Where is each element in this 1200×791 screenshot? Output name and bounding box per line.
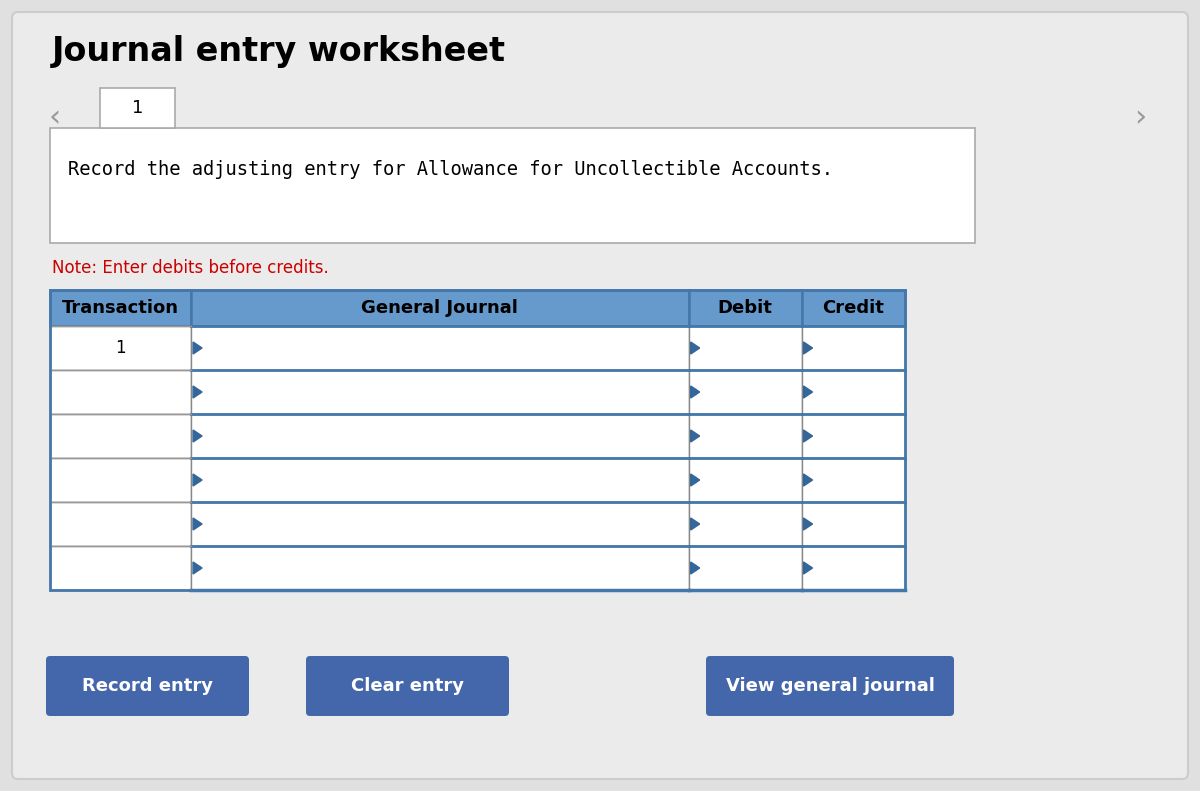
Text: ›: › <box>1134 104 1146 133</box>
Polygon shape <box>193 386 202 398</box>
FancyBboxPatch shape <box>191 546 689 590</box>
FancyBboxPatch shape <box>191 502 689 546</box>
FancyBboxPatch shape <box>689 414 802 458</box>
Text: Clear entry: Clear entry <box>352 677 464 695</box>
FancyBboxPatch shape <box>689 546 802 590</box>
FancyBboxPatch shape <box>50 290 191 326</box>
Polygon shape <box>193 430 202 442</box>
Polygon shape <box>691 562 700 574</box>
FancyBboxPatch shape <box>50 414 191 458</box>
Text: Note: Enter debits before credits.: Note: Enter debits before credits. <box>52 259 329 277</box>
Polygon shape <box>193 342 202 354</box>
FancyBboxPatch shape <box>802 370 905 414</box>
FancyBboxPatch shape <box>689 290 802 326</box>
FancyBboxPatch shape <box>50 502 191 546</box>
FancyBboxPatch shape <box>689 326 802 370</box>
FancyBboxPatch shape <box>802 326 905 370</box>
FancyBboxPatch shape <box>802 546 905 590</box>
FancyBboxPatch shape <box>689 458 802 502</box>
Polygon shape <box>193 474 202 486</box>
Polygon shape <box>804 386 812 398</box>
FancyBboxPatch shape <box>802 290 905 326</box>
FancyBboxPatch shape <box>191 414 689 458</box>
Polygon shape <box>193 562 202 574</box>
FancyBboxPatch shape <box>50 128 974 243</box>
FancyBboxPatch shape <box>802 458 905 502</box>
Text: 1: 1 <box>115 339 126 357</box>
FancyBboxPatch shape <box>689 370 802 414</box>
Polygon shape <box>804 518 812 530</box>
FancyBboxPatch shape <box>191 326 689 370</box>
FancyBboxPatch shape <box>191 290 689 326</box>
FancyBboxPatch shape <box>100 88 175 128</box>
FancyBboxPatch shape <box>191 458 689 502</box>
Text: Transaction: Transaction <box>62 299 179 317</box>
Text: ‹: ‹ <box>49 104 61 133</box>
FancyBboxPatch shape <box>50 326 191 370</box>
Polygon shape <box>804 474 812 486</box>
Polygon shape <box>691 474 700 486</box>
FancyBboxPatch shape <box>689 502 802 546</box>
Polygon shape <box>804 562 812 574</box>
Polygon shape <box>691 518 700 530</box>
Polygon shape <box>691 430 700 442</box>
FancyBboxPatch shape <box>802 502 905 546</box>
FancyBboxPatch shape <box>706 656 954 716</box>
FancyBboxPatch shape <box>802 414 905 458</box>
Polygon shape <box>691 386 700 398</box>
FancyBboxPatch shape <box>50 546 191 590</box>
Text: Record entry: Record entry <box>82 677 214 695</box>
FancyBboxPatch shape <box>46 656 250 716</box>
Polygon shape <box>193 518 202 530</box>
Polygon shape <box>691 342 700 354</box>
Text: General Journal: General Journal <box>361 299 518 317</box>
Text: Debit: Debit <box>718 299 773 317</box>
FancyBboxPatch shape <box>191 370 689 414</box>
FancyBboxPatch shape <box>50 370 191 414</box>
FancyBboxPatch shape <box>50 458 191 502</box>
FancyBboxPatch shape <box>306 656 509 716</box>
Text: Journal entry worksheet: Journal entry worksheet <box>52 36 506 69</box>
Text: Record the adjusting entry for Allowance for Uncollectible Accounts.: Record the adjusting entry for Allowance… <box>68 160 833 179</box>
Text: Credit: Credit <box>822 299 884 317</box>
Text: 1: 1 <box>132 99 143 117</box>
Polygon shape <box>804 342 812 354</box>
FancyBboxPatch shape <box>12 12 1188 779</box>
Polygon shape <box>804 430 812 442</box>
Text: View general journal: View general journal <box>726 677 935 695</box>
